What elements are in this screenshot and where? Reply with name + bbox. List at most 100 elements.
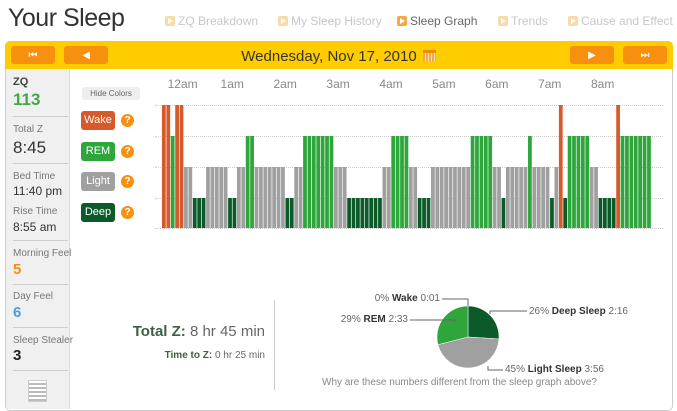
pie-slice-rem: [436, 305, 469, 346]
tab-cause-and-effect[interactable]: Cause and Effect: [568, 14, 673, 28]
legend-rem[interactable]: REM: [81, 142, 115, 161]
divider: [13, 116, 68, 117]
sleep-bar-rem: [325, 136, 329, 228]
hour-label: 1am: [220, 77, 244, 91]
numbers-difference-link[interactable]: Why are these numbers different from the…: [322, 377, 597, 388]
day-feel-label: Day Feel: [13, 291, 54, 302]
name: Wake: [391, 293, 418, 304]
sleep-bar-rem: [572, 136, 576, 228]
sleep-bar-deep: [364, 198, 369, 228]
duration: 3:56: [584, 364, 604, 375]
sleep-graph: [162, 105, 651, 228]
pct: 0%: [374, 293, 390, 304]
divider: [13, 163, 68, 164]
sleep-bar-deep: [369, 198, 374, 228]
sleep-bar-rem: [470, 136, 475, 228]
help-icon[interactable]: ?: [121, 175, 134, 188]
sleep-bar-deep: [232, 198, 237, 228]
sleep-bar-deep: [360, 198, 365, 228]
tab-my-sleep-history[interactable]: My Sleep History: [278, 14, 382, 28]
sleep-bar-light: [259, 167, 263, 228]
legend-wake[interactable]: Wake: [81, 111, 115, 130]
name: REM: [363, 314, 386, 325]
sleep-bar-light: [554, 167, 559, 228]
morning-feel-value: 5: [13, 261, 22, 278]
tab-zq-breakdown[interactable]: ZQ Breakdown: [165, 14, 258, 28]
sleep-bar-rem: [303, 136, 307, 228]
sleep-bar-rem: [528, 136, 532, 228]
play-icon: [165, 16, 175, 26]
pct: 45%: [505, 364, 526, 375]
legend-light[interactable]: Light: [81, 172, 115, 191]
sleep-stealer-label: Sleep Stealer: [13, 335, 74, 346]
sleep-bar-deep: [378, 198, 382, 228]
sleep-bar-light: [214, 167, 219, 228]
calendar-icon[interactable]: [422, 50, 436, 62]
sleep-bar-light: [505, 167, 510, 228]
sleep-bar-light: [267, 167, 272, 228]
sleep-bar-rem: [580, 136, 585, 228]
divider: [274, 300, 275, 390]
sleep-bar-light: [545, 167, 550, 228]
tab-label: ZQ Breakdown: [178, 14, 259, 28]
sleep-bar-deep: [426, 198, 431, 228]
hour-label: 5am: [432, 77, 456, 91]
time-to-z-summary: Time to Z: 0 hr 25 min: [165, 350, 265, 361]
sleep-bar-light: [223, 167, 228, 228]
sleep-bar-deep: [201, 198, 206, 228]
sleep-bar-light: [492, 167, 497, 228]
sleep-bar-light: [448, 167, 453, 228]
help-icon[interactable]: ?: [121, 114, 134, 127]
help-icon[interactable]: ?: [121, 206, 134, 219]
hide-colors-button[interactable]: Hide Colors: [82, 87, 140, 100]
sleep-bar-light: [536, 167, 541, 228]
sleep-bar-light: [241, 167, 246, 228]
tab-sleep-graph[interactable]: Sleep Graph: [397, 14, 477, 28]
sleep-bar-rem: [642, 136, 647, 228]
next-day-button[interactable]: ▶: [570, 46, 614, 64]
sleep-bar-light: [298, 167, 303, 228]
sleep-bar-light: [188, 167, 193, 228]
duration: 2:33: [388, 314, 408, 325]
sleep-bar-deep: [192, 198, 197, 228]
duration: 0:01: [420, 293, 440, 304]
sleep-bar-wake: [162, 105, 166, 228]
name: Deep Sleep: [551, 306, 606, 317]
legend-deep[interactable]: Deep: [81, 203, 115, 222]
sleep-bar-deep: [422, 198, 426, 228]
gridline: [155, 105, 663, 106]
name: Light Sleep: [527, 364, 582, 375]
sleep-bar-light: [333, 167, 338, 228]
hour-label: 4am: [379, 77, 403, 91]
tab-label: My Sleep History: [291, 14, 382, 28]
previous-day-button[interactable]: ◀: [64, 46, 108, 64]
sleep-bar-light: [457, 167, 462, 228]
sleep-bar-light: [523, 167, 528, 228]
total-z-label: Total Z:: [132, 323, 186, 340]
sleep-bar-rem: [329, 136, 334, 228]
sleep-bar-rem: [250, 136, 254, 228]
hour-label: 7am: [538, 77, 562, 91]
sleep-bar-rem: [307, 136, 312, 228]
last-day-button[interactable]: ⏭: [623, 46, 667, 64]
sleep-bar-rem: [625, 136, 629, 228]
sleep-bar-rem: [488, 136, 493, 228]
play-icon: [568, 16, 578, 26]
first-day-button[interactable]: ⏮: [11, 46, 55, 64]
sleep-bar-light: [497, 167, 501, 228]
sleep-bar-deep: [289, 198, 294, 228]
sleep-bar-light: [281, 167, 285, 228]
total-z-value: 8 hr 45 min: [189, 323, 265, 340]
sleep-bar-rem: [245, 136, 250, 228]
sleep-bar-deep: [607, 198, 612, 228]
sleep-bar-rem: [647, 136, 651, 228]
hour-label: 3am: [326, 77, 350, 91]
sleep-bar-light: [532, 167, 537, 228]
tab-trends[interactable]: Trends: [498, 14, 548, 28]
help-icon[interactable]: ?: [121, 145, 134, 158]
sleep-bar-rem: [483, 136, 488, 228]
sleep-bar-deep: [417, 198, 422, 228]
play-icon: [397, 16, 407, 26]
sleep-bar-rem: [316, 136, 321, 228]
pct: 26%: [529, 306, 550, 317]
